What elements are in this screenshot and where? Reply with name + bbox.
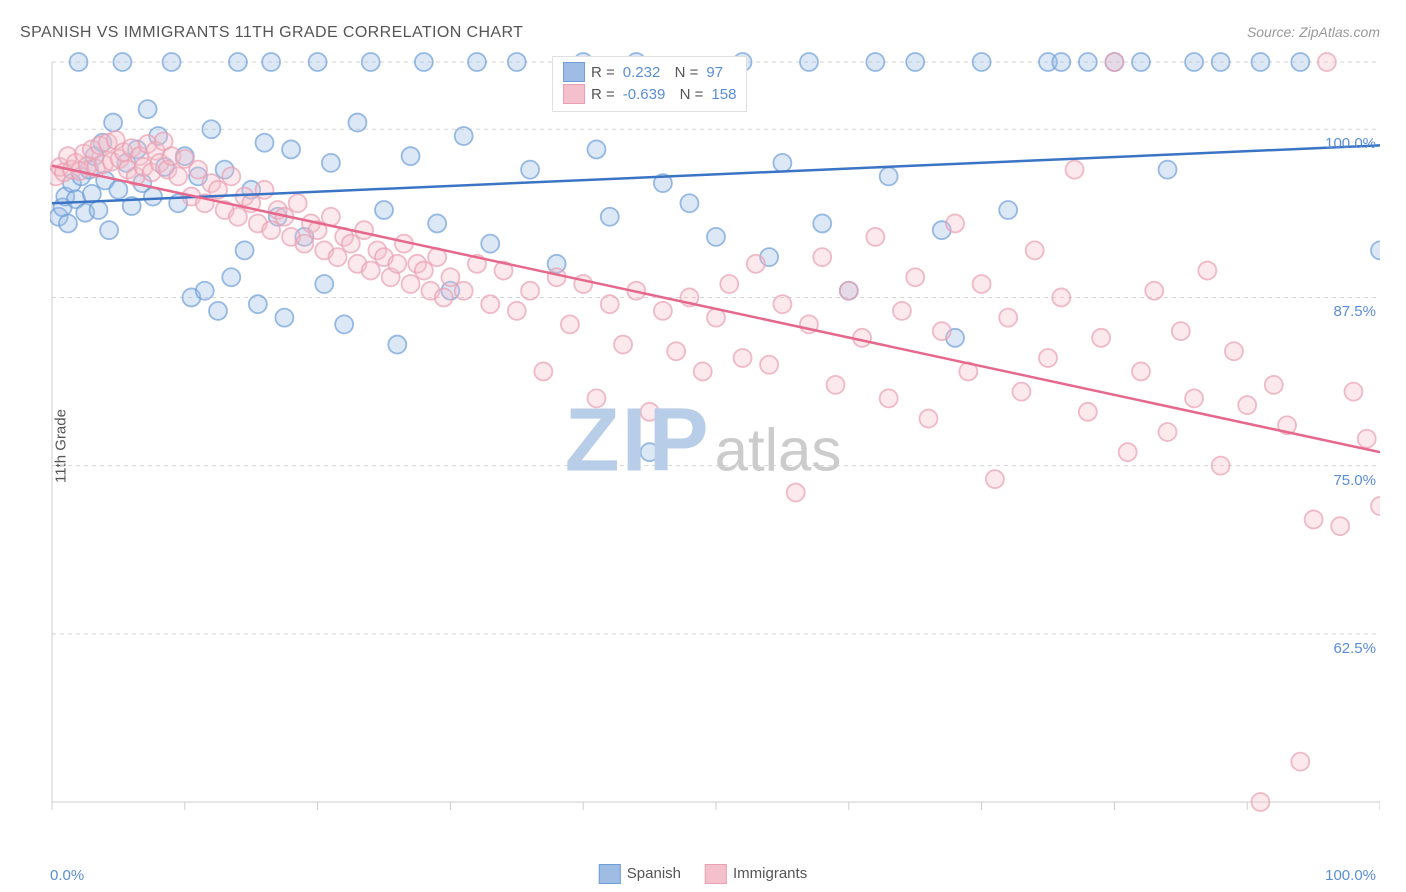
- legend-label: R =: [591, 64, 615, 81]
- legend-label: N =: [671, 86, 703, 103]
- y-axis-tick-label: 100.0%: [1325, 135, 1376, 152]
- legend-swatch: [599, 864, 621, 884]
- legend-item: Immigrants: [705, 864, 807, 884]
- x-axis-min-label: 0.0%: [50, 867, 84, 884]
- legend-swatch: [563, 84, 585, 104]
- y-axis-tick-label: 87.5%: [1333, 303, 1376, 320]
- plot-svg: [50, 52, 1380, 832]
- legend-value: 0.232: [623, 64, 661, 81]
- legend-swatch: [563, 62, 585, 82]
- legend-swatch: [705, 864, 727, 884]
- x-axis-max-label: 100.0%: [1325, 867, 1376, 884]
- legend-value: -0.639: [623, 86, 666, 103]
- legend-label: R =: [591, 86, 615, 103]
- legend-label: Spanish: [627, 865, 681, 882]
- y-axis-tick-label: 75.0%: [1333, 472, 1376, 489]
- correlation-legend: R =0.232 N =97R =-0.639 N =158: [552, 56, 747, 112]
- y-axis-tick-label: 62.5%: [1333, 640, 1376, 657]
- legend-row: R = -0.639 N = 158: [563, 83, 736, 105]
- legend-label: N =: [666, 64, 698, 81]
- chart-title: SPANISH VS IMMIGRANTS 11TH GRADE CORRELA…: [20, 24, 523, 42]
- legend-item: Spanish: [599, 864, 681, 884]
- legend-value: 158: [711, 86, 736, 103]
- source-attribution: Source: ZipAtlas.com: [1247, 24, 1380, 40]
- series-legend: Spanish Immigrants: [599, 864, 807, 884]
- legend-label: Immigrants: [733, 865, 807, 882]
- legend-value: 97: [706, 64, 723, 81]
- scatter-plot: [50, 52, 1380, 832]
- legend-row: R = 0.232 N = 97: [563, 61, 736, 83]
